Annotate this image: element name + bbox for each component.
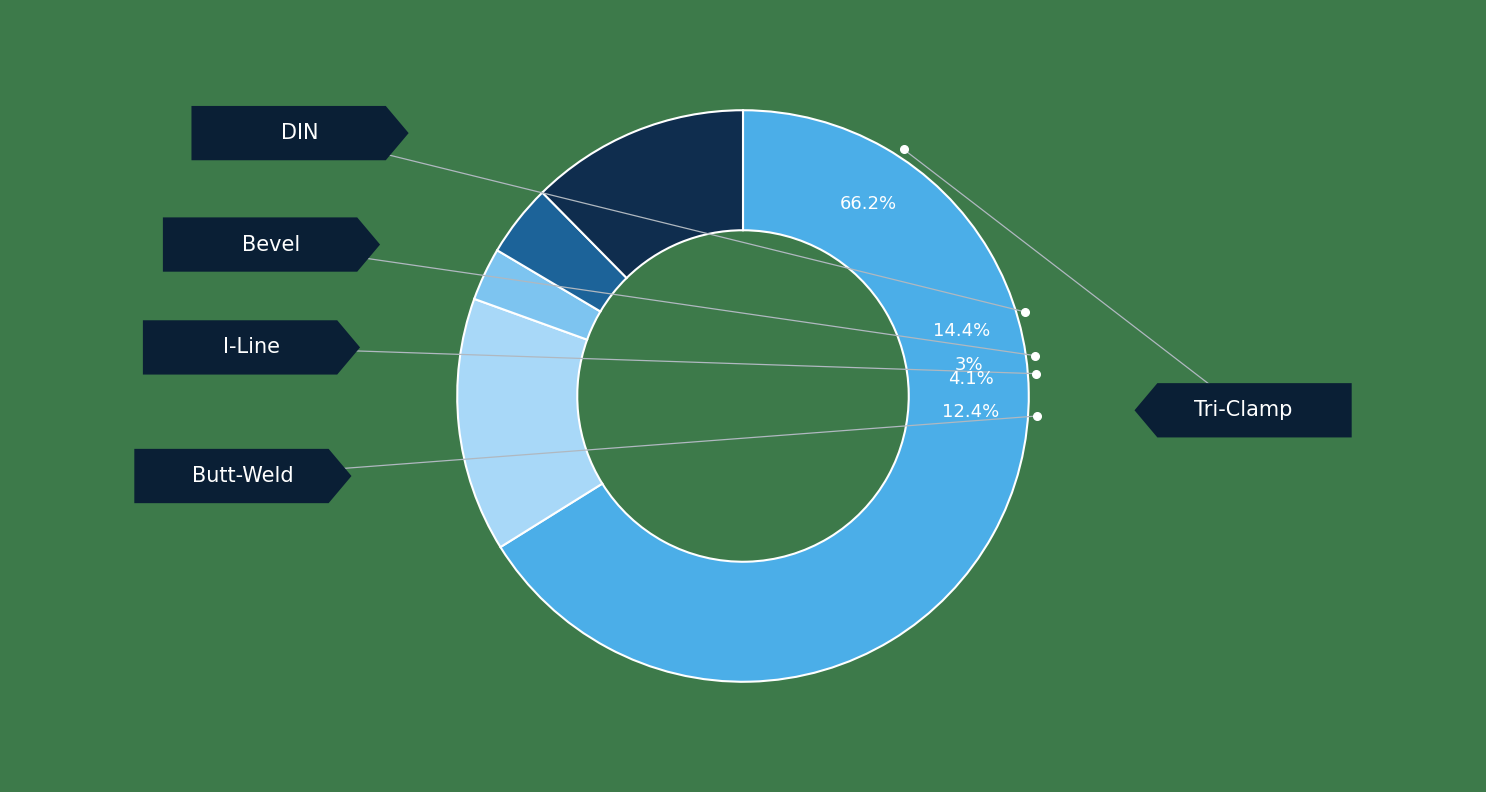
Polygon shape	[1134, 383, 1352, 437]
Wedge shape	[542, 110, 743, 278]
Text: 66.2%: 66.2%	[840, 196, 896, 214]
Text: I-Line: I-Line	[223, 337, 279, 357]
Text: 14.4%: 14.4%	[933, 322, 991, 340]
Polygon shape	[192, 106, 409, 160]
Wedge shape	[474, 250, 600, 340]
Polygon shape	[143, 320, 360, 375]
Text: 3%: 3%	[955, 356, 984, 374]
Text: Bevel: Bevel	[242, 234, 300, 254]
Text: Tri-Clamp: Tri-Clamp	[1193, 400, 1293, 421]
Wedge shape	[458, 299, 602, 547]
Wedge shape	[501, 110, 1028, 682]
Text: Butt-Weld: Butt-Weld	[192, 466, 294, 486]
Text: 4.1%: 4.1%	[948, 370, 994, 387]
Wedge shape	[498, 192, 627, 311]
Polygon shape	[163, 217, 380, 272]
Polygon shape	[134, 449, 352, 503]
Text: 12.4%: 12.4%	[942, 402, 1000, 421]
Text: DIN: DIN	[281, 123, 319, 143]
